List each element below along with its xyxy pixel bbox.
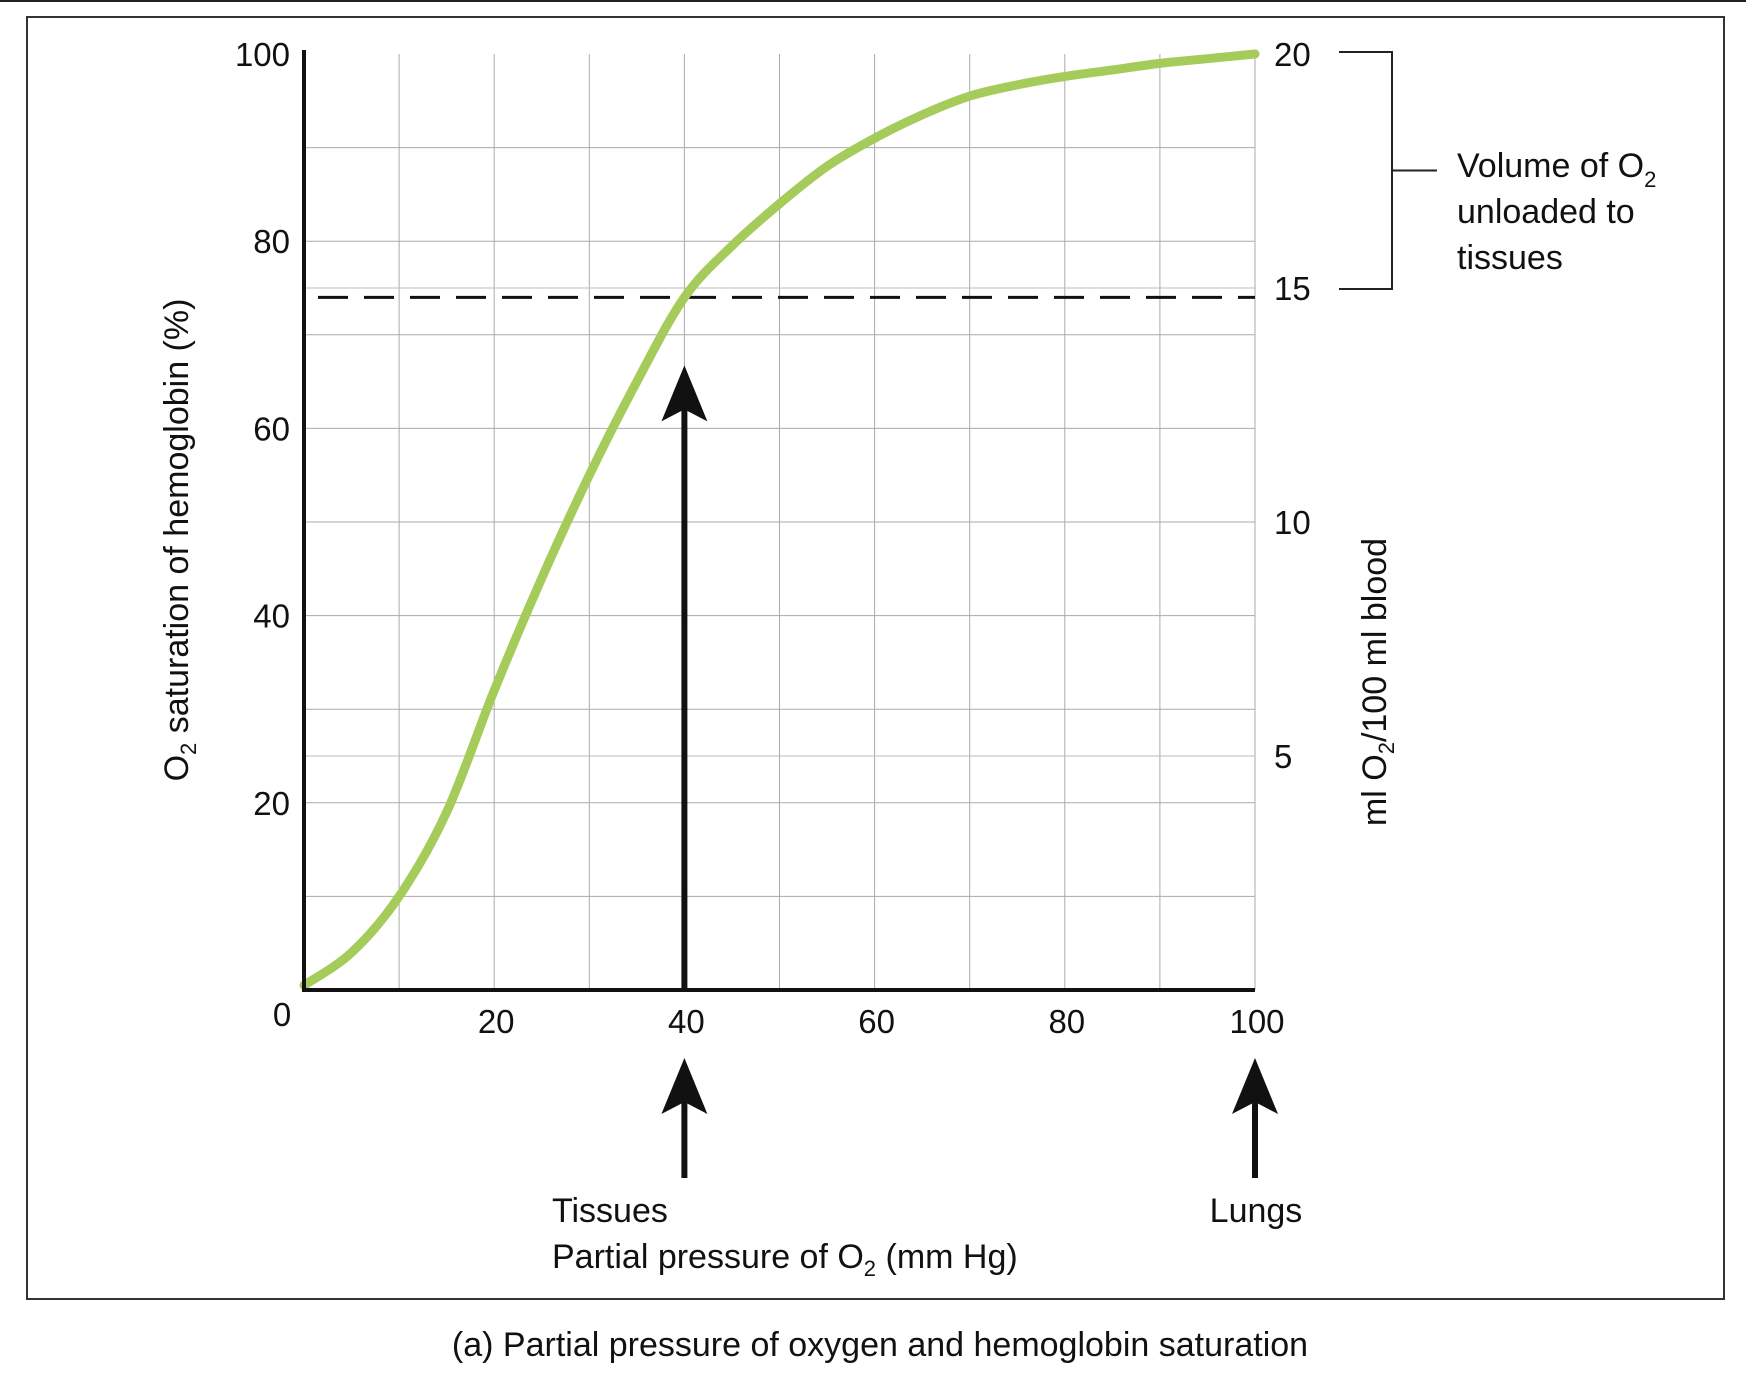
y2-tick-label: 10	[1274, 504, 1311, 541]
y-tick-label: 80	[253, 223, 290, 260]
x-tick-label: 60	[858, 1003, 895, 1040]
y-tick-label: 40	[253, 598, 290, 635]
x-axis-title: Partial pressure of O2 (mm Hg)	[552, 1238, 1018, 1281]
lungs-arrow-head	[1232, 1058, 1278, 1114]
x-tick-label: 0	[273, 996, 291, 1033]
y-tick-label: 100	[235, 36, 290, 73]
x-tick-label: 80	[1048, 1003, 1085, 1040]
y-axis-title: O2 saturation of hemoglobin (%)	[158, 299, 201, 782]
figure-frame	[26, 16, 1725, 1300]
y2-tick-label: 5	[1274, 738, 1292, 775]
x-tick-label: 40	[668, 1003, 705, 1040]
y2-axis-title: ml O2/100 ml blood	[1356, 538, 1399, 826]
unloaded-bracket: Volume of O2 unloaded to tissues	[1339, 51, 1666, 290]
y2-tick-label: 15	[1274, 270, 1311, 307]
tissues-label: Tissues	[552, 1192, 668, 1230]
x-tick-label: 100	[1229, 1003, 1284, 1040]
figure-caption: (a) Partial pressure of oxygen and hemog…	[452, 1326, 1308, 1364]
y2-tick-label: 20	[1274, 36, 1311, 73]
lungs-label: Lungs	[1210, 1192, 1303, 1230]
saturation-curve	[299, 49, 1260, 990]
y-tick-label: 60	[253, 410, 290, 447]
tissues-arrow-head	[661, 1058, 708, 1114]
tissue-arrow-inner-head	[661, 365, 708, 422]
x-tick-label: 20	[478, 1003, 515, 1040]
y-tick-label: 20	[253, 785, 290, 822]
bracket-label: Volume of O2 unloaded to tissues	[1457, 147, 1666, 277]
